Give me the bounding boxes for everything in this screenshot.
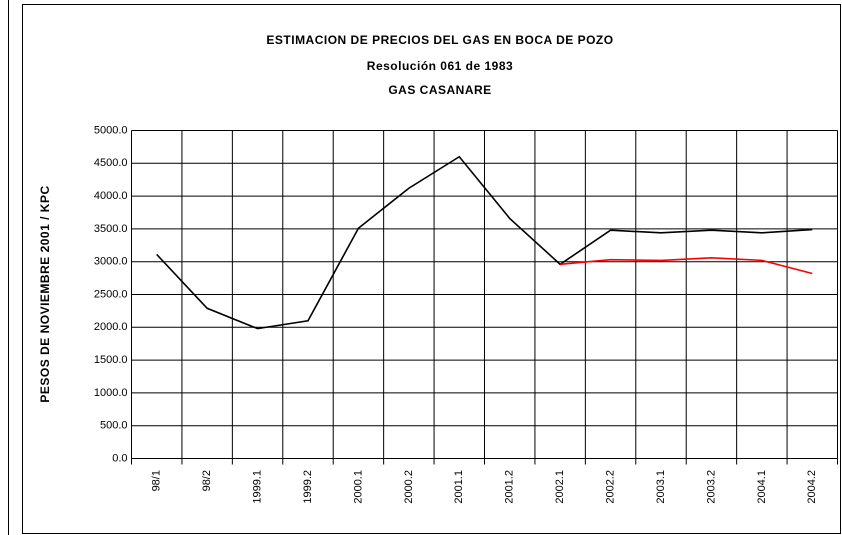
y-axis-label: PESOS DE NOVIEMBRE 2001 / KPC	[38, 185, 52, 402]
chart-subtitle: Resolución 061 de 1983	[367, 59, 513, 73]
y-tick-label: 2000.0	[94, 321, 128, 333]
x-tick-label: 2001.1	[453, 470, 465, 504]
x-tick-label: 98/2	[201, 470, 213, 491]
x-tick-label: 1999.2	[302, 470, 314, 504]
chart-subtitle: GAS CASANARE	[388, 83, 491, 97]
x-tick-label: 2003.2	[705, 470, 717, 504]
y-tick-label: 4500.0	[94, 157, 128, 169]
x-tick-label: 2004.1	[756, 470, 768, 504]
series-line	[156, 155, 813, 330]
y-tick-label: 0.0	[112, 452, 127, 464]
x-tick-label: 2002.2	[604, 470, 616, 504]
x-tick-label: 2004.2	[806, 470, 818, 504]
y-tick-label: 2500.0	[94, 288, 128, 300]
x-tick-label: 2000.2	[403, 470, 415, 504]
x-tick-label: 2002.1	[554, 470, 566, 504]
y-tick-label: 5000.0	[94, 124, 128, 136]
y-tick-label: 500.0	[100, 420, 128, 432]
x-tick-label: 2000.1	[352, 470, 364, 504]
y-tick-label: 1500.0	[94, 354, 128, 366]
x-tick-label: 1999.1	[251, 470, 263, 504]
chart-frame	[22, 4, 841, 534]
x-tick-label: 98/1	[151, 470, 163, 491]
y-tick-label: 3000.0	[94, 256, 128, 268]
y-tick-label: 1000.0	[94, 387, 128, 399]
y-tick-label: 4000.0	[94, 190, 128, 202]
x-tick-label: 2001.2	[504, 470, 516, 504]
chart-title: ESTIMACION DE PRECIOS DEL GAS EN BOCA DE…	[266, 33, 613, 47]
y-tick-label: 3500.0	[94, 223, 128, 235]
series-line	[560, 256, 813, 275]
x-tick-label: 2003.1	[655, 470, 667, 504]
